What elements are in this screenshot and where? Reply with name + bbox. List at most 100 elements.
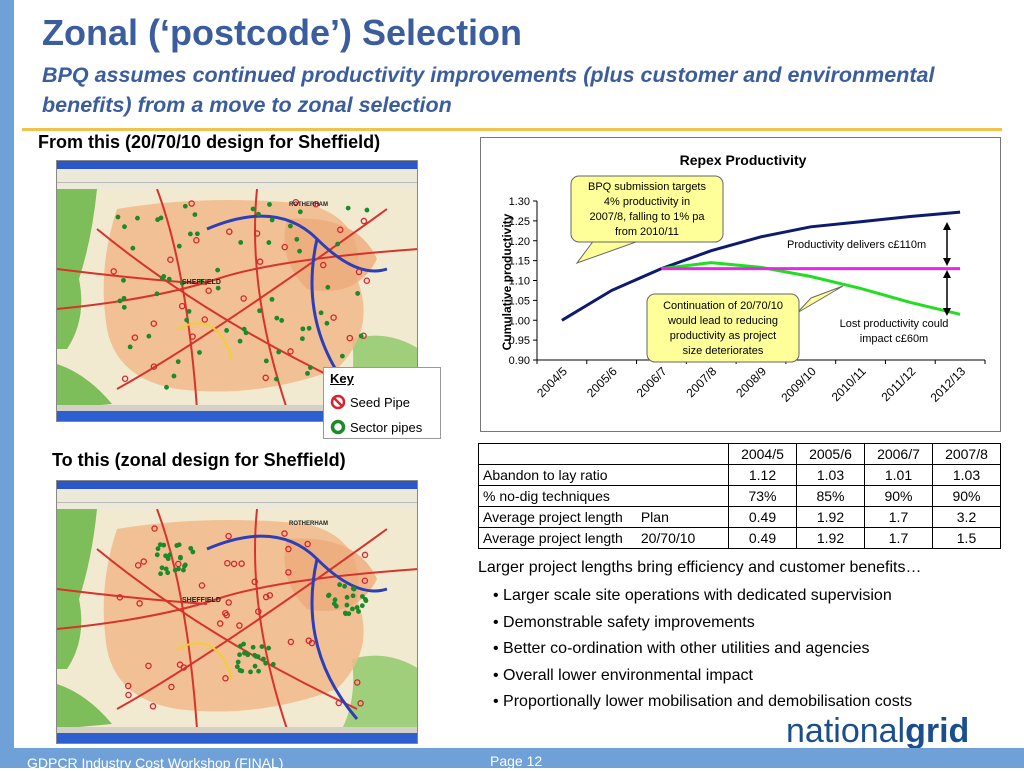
sector-pipe-marker [261, 657, 266, 662]
sector-pipe-marker [300, 336, 305, 341]
table-cell: 90% [865, 486, 933, 507]
table-cell: 1.03 [797, 465, 865, 486]
row-sublabel: Plan [641, 509, 669, 525]
sector-pipe-marker [155, 552, 160, 557]
sector-pipe-marker [340, 354, 345, 359]
to-label: To this (zonal design for Sheffield) [52, 450, 346, 471]
sector-pipe-marker [271, 662, 276, 667]
table-cell: 0.49 [729, 528, 797, 549]
sector-pipe-marker [178, 556, 183, 561]
table-cell: 1.5 [933, 528, 1001, 549]
y-tick-label: 0.95 [509, 335, 530, 347]
row-label: Abandon to lay ratio [479, 465, 729, 486]
sector-pipe-marker [308, 365, 313, 370]
x-tick-label: 2004/5 [534, 364, 570, 400]
sector-pipe-marker [156, 546, 161, 551]
sector-pipe-marker [365, 208, 370, 213]
sector-pipe-marker [122, 296, 127, 301]
sector-pipe-marker [325, 285, 330, 290]
x-tick-label: 2010/11 [829, 364, 869, 404]
sector-pipe-marker [159, 216, 164, 221]
sector-pipe-marker [172, 374, 177, 379]
sector-pipe-marker [319, 310, 324, 315]
x-tick-label: 2005/6 [584, 364, 620, 400]
table-cell: 85% [797, 486, 865, 507]
map-screenshot-zonal: SHEFFIELD ROTHERHAM [56, 480, 418, 744]
sector-pipe-marker [325, 321, 330, 326]
sector-pipe-marker [253, 664, 258, 669]
y-tick-label: 1.20 [509, 236, 530, 248]
x-tick-label: 2009/10 [778, 364, 819, 405]
table-cell: 0.49 [729, 507, 797, 528]
x-tick-label: 2007/8 [683, 364, 719, 400]
y-tick-label: 1.05 [509, 295, 530, 307]
map-label-city: SHEFFIELD [182, 279, 221, 286]
seed-pipe-marker [123, 376, 128, 381]
sector-pipe-marker [342, 584, 347, 589]
sector-pipe-marker [195, 231, 200, 236]
sector-pipe-marker [294, 237, 299, 242]
row-label: % no-dig techniques [479, 486, 729, 507]
no-entry-icon [330, 394, 346, 410]
sector-pipe-marker [251, 645, 256, 650]
sector-pipe-marker [350, 606, 355, 611]
sector-pipe-marker [183, 204, 188, 209]
table-cell: 1.03 [933, 465, 1001, 486]
sector-pipe-marker [181, 568, 186, 573]
sector-pipe-marker [326, 593, 331, 598]
sector-pipe-marker [237, 652, 242, 657]
sector-pipe-marker [351, 593, 356, 598]
footer-title: GDPCR Industry Cost Workshop (FINAL) [27, 755, 283, 771]
sector-pipe-marker [359, 334, 364, 339]
table-cell: 1.92 [797, 528, 865, 549]
sector-pipe-marker [192, 212, 197, 217]
sector-pipe-marker [130, 246, 135, 251]
slide-subtitle: BPQ assumes continued productivity impro… [42, 60, 992, 120]
sector-pipe-marker [270, 218, 275, 223]
sector-pipe-marker [279, 318, 284, 323]
seed-pipe-marker [126, 692, 131, 697]
map-label-town: ROTHERHAM [289, 521, 328, 527]
sector-pipe-marker [155, 291, 160, 296]
seed-pipe-marker [361, 218, 366, 223]
row-label-text: % no-dig techniques [483, 488, 610, 504]
sector-pipe-marker [183, 563, 188, 568]
sector-pipe-marker [288, 224, 293, 229]
row-label-text: Average project length [483, 530, 623, 546]
sector-pipe-marker [345, 595, 350, 600]
map-window-menubar [57, 169, 417, 183]
sector-pipe-marker [121, 278, 126, 283]
sector-pipe-marker [343, 611, 348, 616]
sector-pipe-marker [334, 604, 339, 609]
sector-pipe-marker [122, 305, 127, 310]
sector-pipe-marker [188, 546, 193, 551]
sector-pipe-marker [118, 299, 123, 304]
benefits-heading: Larger project lengths bring efficiency … [478, 559, 922, 577]
table-header-cell: 2006/7 [865, 444, 933, 465]
from-label: From this (20/70/10 design for Sheffield… [38, 132, 380, 153]
table-row: Abandon to lay ratio 1.12 1.03 1.01 1.03 [479, 465, 1001, 486]
sector-pipe-marker [264, 359, 269, 364]
y-tick-label: 1.30 [509, 196, 530, 208]
sector-pipe-marker [160, 565, 165, 570]
sector-pipe-marker [216, 286, 221, 291]
page-number: Page 12 [490, 753, 542, 769]
sector-pipe-marker [256, 212, 261, 217]
sector-pipe-marker [298, 209, 303, 214]
map-label-city: SHEFFIELD [182, 597, 221, 604]
sector-pipe-marker [166, 556, 171, 561]
map-window-titlebar [57, 161, 417, 169]
sector-pipe-marker [297, 249, 302, 254]
sector-pipe-marker [355, 291, 360, 296]
sector-pipe-marker [346, 206, 351, 211]
x-tick-label: 2012/13 [928, 364, 969, 405]
sector-pipe-marker [224, 328, 229, 333]
gain-arrow-head [943, 258, 951, 266]
table-cell: 3.2 [933, 507, 1001, 528]
sector-pipe-marker [307, 326, 312, 331]
row-sublabel: 20/70/10 [641, 530, 696, 546]
sector-pipe-marker [345, 603, 350, 608]
